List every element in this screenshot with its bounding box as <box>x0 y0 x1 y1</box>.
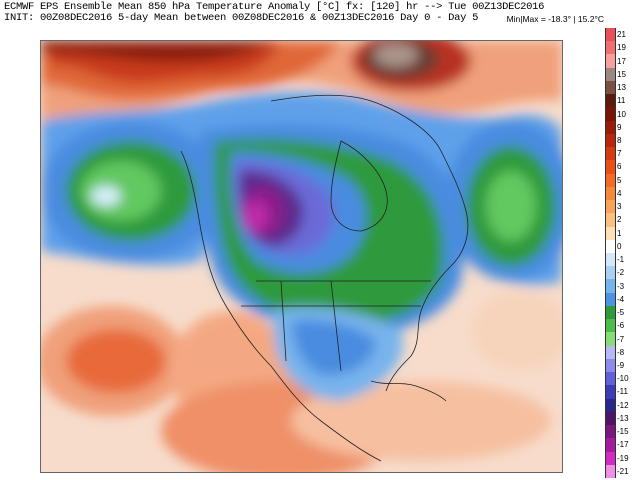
anomaly-field <box>41 41 562 472</box>
colorbar-label: 9 <box>617 122 622 132</box>
colorbar-swatch <box>605 41 616 55</box>
colorbar-label: 15 <box>617 69 626 79</box>
colorbar-label: 13 <box>617 83 626 93</box>
coastlines <box>180 94 469 462</box>
colorbar-label: 2 <box>617 215 622 225</box>
colorbar-label: -3 <box>617 281 625 291</box>
colorbar-label: 17 <box>617 56 626 66</box>
colorbar-label: 3 <box>617 202 622 212</box>
colorbar-label: 8 <box>617 136 622 145</box>
colorbar-label: 5 <box>617 175 622 185</box>
colorbar-swatch <box>605 94 616 108</box>
colorbar-label: -13 <box>617 413 629 423</box>
colorbar-swatch <box>605 28 616 42</box>
colorbar-swatch <box>605 398 616 413</box>
colorbar-label: 21 <box>617 30 626 40</box>
colorbar-label: -4 <box>617 294 625 304</box>
colorbar-swatch <box>605 160 616 175</box>
min-max-readout: Min|Max = -18.3° | 15.2°C <box>506 14 604 24</box>
colorbar-label: -8 <box>617 347 625 357</box>
colorbar-label: -17 <box>617 440 629 450</box>
colorbar-label: -19 <box>617 453 629 463</box>
colorbar-swatch <box>605 358 616 373</box>
chart-header: ECMWF EPS Ensemble Mean 850 hPa Temperat… <box>4 1 604 25</box>
colorbar-swatch <box>605 372 616 386</box>
colorbar-label: -12 <box>617 400 629 410</box>
colorbar-swatch <box>605 120 616 135</box>
colorbar-swatch <box>605 147 616 161</box>
colorbar-label: -1 <box>617 255 625 265</box>
colorbar-label: -2 <box>617 268 625 278</box>
colorbar-label: -15 <box>617 427 629 437</box>
color-scale-legend: 21 19 17 15 13 11 10 9 8 7 6 5 4 3 2 1 0 -1 -2 -3 -4 -5 -6 -7 -8… <box>605 28 639 479</box>
colorbar-label: 0 <box>617 241 622 251</box>
colorbar-swatch <box>605 319 616 333</box>
colorbar-label: 11 <box>617 96 626 106</box>
colorbar-label: -21 <box>617 466 629 476</box>
init-info: INIT: 00Z08DEC2016 5-day Mean between 00… <box>4 12 479 24</box>
colorbar-label: 19 <box>617 43 626 53</box>
colorbar-swatch <box>605 411 616 426</box>
anomaly-map <box>40 40 563 473</box>
colorbar-swatch <box>605 451 616 466</box>
colorbar-swatch <box>605 54 616 69</box>
colorbar-label: -6 <box>617 321 625 331</box>
colorbar-swatch <box>605 239 616 254</box>
colorbar-swatch <box>605 332 616 347</box>
colorbar-swatch <box>605 425 616 439</box>
colorbar-label: 4 <box>617 188 622 198</box>
colorbar-swatch <box>605 200 616 214</box>
colorbar-swatch <box>605 266 616 280</box>
colorbar-swatch <box>605 253 616 267</box>
colorbar-label: -11 <box>617 387 628 397</box>
colorbar-swatch <box>605 186 616 201</box>
colorbar-swatch <box>605 226 616 241</box>
map-canvas <box>41 41 562 472</box>
chart-title: ECMWF EPS Ensemble Mean 850 hPa Temperat… <box>4 1 545 13</box>
colorbar-label: 7 <box>617 149 622 159</box>
colorbar-label: 6 <box>617 162 622 172</box>
colorbar-label: -7 <box>617 334 625 344</box>
colorbar-swatch <box>605 107 616 122</box>
colorbar-label: -10 <box>617 374 629 384</box>
colorbar-swatch <box>605 305 616 320</box>
colorbar-swatch <box>605 345 616 360</box>
colorbar-label: -9 <box>617 361 625 370</box>
colorbar-swatch <box>605 292 616 307</box>
colorbar-swatch <box>605 279 616 294</box>
colorbar-swatch <box>605 173 616 188</box>
colorbar-swatch <box>605 385 616 400</box>
colorbar-swatch <box>605 464 616 479</box>
colorbar-swatch <box>605 67 616 82</box>
colorbar-swatch <box>605 80 616 95</box>
colorbar-label: 10 <box>617 109 626 119</box>
colorbar-swatch <box>605 133 616 148</box>
colorbar-swatch <box>605 438 616 453</box>
colorbar-swatch <box>605 213 616 228</box>
colorbar-label: 1 <box>617 228 622 238</box>
colorbar-label: -5 <box>617 308 625 318</box>
